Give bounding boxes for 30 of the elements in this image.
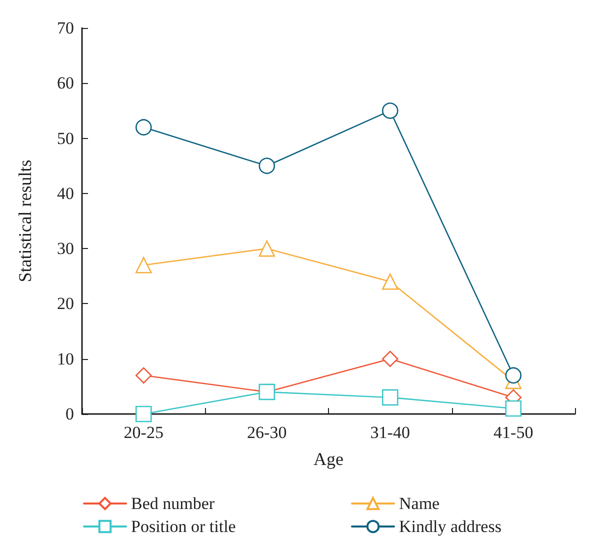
y-tick-label: 0 xyxy=(66,404,74,424)
y-tick-label: 70 xyxy=(57,18,74,38)
y-axis-title: Statistical results xyxy=(15,160,35,282)
y-tick-label: 50 xyxy=(57,128,74,148)
y-tick-label: 20 xyxy=(57,294,74,314)
point xyxy=(135,256,152,274)
x-tick-label: 31-40 xyxy=(370,423,410,442)
legend-label: Kindly address xyxy=(399,517,502,536)
legend-label: Position or title xyxy=(131,517,236,536)
legend-label: Bed number xyxy=(131,494,215,513)
point xyxy=(135,367,152,384)
point xyxy=(505,400,522,417)
point xyxy=(135,406,152,422)
x-tick-label: 41-50 xyxy=(494,423,534,442)
point xyxy=(382,350,398,368)
y-tick-label: 10 xyxy=(57,349,74,368)
y-tick-label: 40 xyxy=(57,184,74,203)
point xyxy=(505,367,522,384)
y-tick-label: 60 xyxy=(57,74,74,93)
point xyxy=(258,158,276,174)
x-tick-label: 26-30 xyxy=(247,423,287,442)
point xyxy=(382,274,398,290)
point xyxy=(258,240,276,257)
x-tick-label: 20-25 xyxy=(124,423,164,442)
point xyxy=(135,119,152,136)
y-tick-label: 30 xyxy=(57,239,74,258)
x-axis-title: Age xyxy=(314,449,344,469)
point xyxy=(382,102,398,119)
point xyxy=(382,389,398,406)
legend-label: Name xyxy=(399,494,440,513)
